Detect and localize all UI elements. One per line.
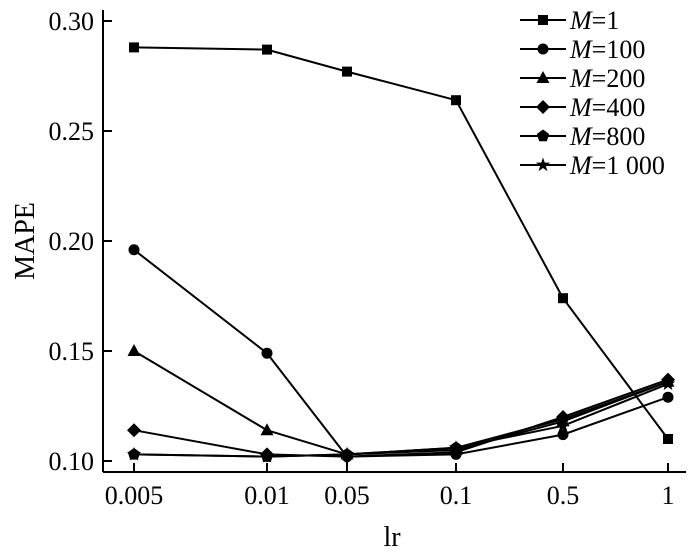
legend-marker-pentagon [536, 129, 550, 142]
series-group [126, 42, 676, 464]
series-pentagon [127, 375, 675, 462]
data-point-square [558, 293, 568, 304]
legend-entry: M=400 [520, 93, 645, 122]
series-triangle [127, 344, 675, 460]
data-point-circle [128, 244, 140, 256]
legend-entry: M=1 [520, 6, 619, 35]
legend-marker-triangle [536, 71, 550, 83]
y-tick-label: 0.20 [49, 227, 95, 256]
series-line [133, 249, 669, 458]
data-point-square [262, 44, 272, 55]
series-line [133, 350, 669, 456]
legend-label: M=400 [569, 93, 645, 122]
legend-label: M=1 000 [569, 151, 665, 180]
y-tick-label: 0.25 [49, 117, 95, 146]
legend-label: M=1 [569, 6, 619, 35]
data-point-star [259, 449, 275, 463]
series-star [126, 376, 676, 463]
series-diamond [127, 372, 675, 464]
data-point-triangle [127, 344, 141, 356]
x-tick-label: 0.1 [440, 481, 473, 510]
x-tick-label: 0.005 [105, 481, 164, 510]
data-point-square [451, 95, 461, 106]
legend-label: M=800 [569, 122, 645, 151]
legend-marker-square [538, 15, 548, 25]
legend-label: M=100 [569, 35, 645, 64]
data-point-square [663, 434, 673, 444]
data-point-circle [557, 429, 569, 441]
data-point-star [126, 446, 142, 461]
data-point-star [660, 376, 676, 391]
data-point-circle [662, 391, 674, 403]
legend-entry: M=1 000 [520, 151, 665, 180]
data-point-square [342, 66, 352, 77]
series-line [133, 383, 669, 458]
y-tick-label: 0.10 [49, 447, 95, 476]
legend-marker-diamond [536, 100, 550, 114]
legend-entry: M=100 [520, 35, 645, 64]
series-circle [128, 244, 674, 463]
series-line [133, 378, 669, 458]
series-square [129, 42, 673, 444]
y-tick-label: 0.15 [49, 337, 95, 366]
y-axis-label: MAPE [10, 202, 41, 280]
x-axis-label: lr [383, 522, 401, 553]
x-tick-label: 0.5 [547, 481, 580, 510]
x-tick-label: 0.05 [324, 481, 370, 510]
x-tick-label: 0.01 [244, 481, 290, 510]
data-point-circle [261, 347, 273, 359]
y-tick-label: 0.30 [49, 7, 95, 36]
legend-label: M=200 [569, 64, 645, 93]
x-tick-label: 1 [662, 481, 675, 510]
legend-entry: M=800 [520, 122, 645, 151]
data-point-square [129, 42, 139, 53]
data-point-star [448, 440, 464, 454]
y-axis-ticks: 0.10 0.15 0.20 0.25 0.30 [49, 7, 112, 476]
legend-marker-circle [537, 43, 549, 55]
series-line [133, 46, 669, 440]
data-point-diamond [127, 423, 141, 438]
x-axis-ticks: 0.005 0.01 0.05 0.1 0.5 1 [105, 463, 675, 510]
legend-marker-star [535, 157, 551, 172]
data-point-star [555, 418, 571, 432]
data-point-star [339, 446, 355, 461]
data-point-triangle [260, 423, 274, 436]
legend-entry: M=200 [520, 64, 645, 93]
